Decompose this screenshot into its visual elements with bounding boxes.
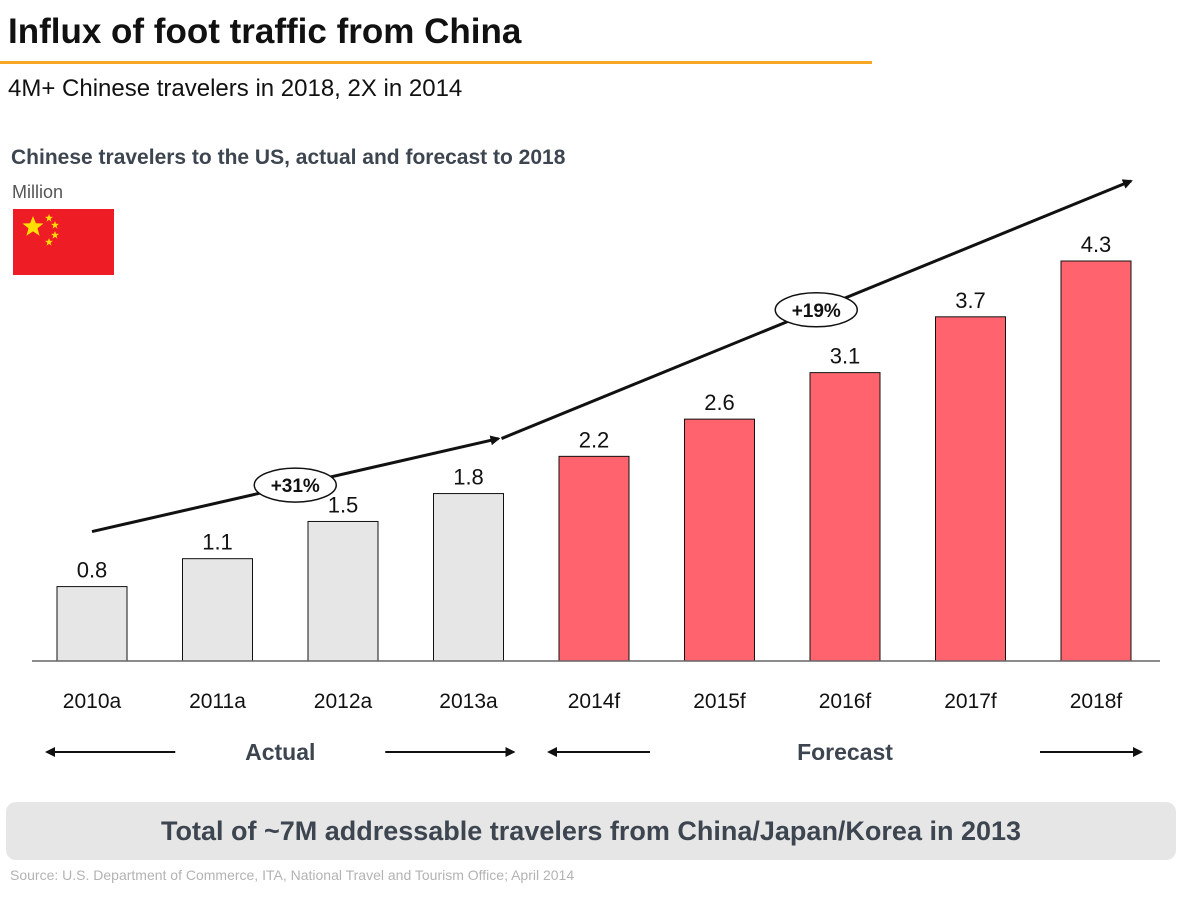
value-label: 1.8: [453, 465, 484, 490]
flag-field: [13, 209, 114, 275]
flag-big-star: [22, 216, 44, 236]
bar-2012a: [307, 520, 379, 662]
bar-chart: 0.8 2010a 1.1 2011a 1.5 2012a 1.8 2013a 2.2 2014f…: [32, 179, 1160, 765]
category-label: 2011a: [189, 690, 246, 713]
value-label: 4.3: [1081, 232, 1112, 257]
value-label: 2.6: [704, 390, 735, 415]
period-label-forecast: Forecast: [797, 739, 893, 765]
unit-label: Million: [12, 182, 64, 202]
flag-small-star: [51, 231, 59, 239]
category-label: 2018f: [1070, 690, 1123, 713]
source-note: Source: U.S. Department of Commerce, ITA…: [10, 867, 575, 883]
china-flag-icon: [13, 209, 114, 275]
value-label: 3.1: [830, 344, 861, 369]
bar-2011a: [182, 558, 253, 662]
category-label: 2013a: [439, 690, 498, 713]
flag-small-star: [45, 238, 53, 246]
bar-2015f: [684, 418, 755, 662]
category-label: 2015f: [693, 690, 746, 713]
page-subtitle: 4M+ Chinese travelers in 2018, 2X in 201…: [8, 75, 463, 102]
bar-2013a: [433, 493, 504, 662]
growth-bubble: [253, 467, 337, 503]
bar-2017f: [935, 316, 1006, 662]
period-label-actual: Actual: [245, 739, 315, 765]
value-label: 0.8: [77, 558, 108, 583]
value-label: 3.7: [955, 288, 986, 313]
page-title: Influx of foot traffic from China: [8, 12, 522, 51]
bar-2010a: [56, 586, 128, 662]
chart-title: Chinese travelers to the US, actual and …: [11, 146, 566, 169]
category-label: 2010a: [63, 690, 122, 713]
summary-banner: Total of ~7M addressable travelers from …: [6, 802, 1176, 860]
growth-label: +31%: [271, 476, 320, 497]
bar-2014f: [558, 455, 630, 662]
flag-small-star: [45, 214, 53, 222]
growth-label: +19%: [792, 301, 841, 322]
category-label: 2014f: [568, 690, 621, 713]
value-label: 2.2: [579, 427, 610, 452]
bar-2016f: [809, 372, 881, 662]
bar-2018f: [1060, 260, 1132, 662]
growth-bubble: [774, 292, 858, 328]
category-label: 2016f: [819, 690, 872, 713]
flag-small-star: [51, 221, 59, 229]
title-underline: [0, 61, 872, 64]
value-label: 1.5: [328, 492, 359, 517]
category-label: 2017f: [944, 690, 997, 713]
value-label: 1.1: [202, 530, 233, 555]
category-label: 2012a: [314, 690, 373, 713]
